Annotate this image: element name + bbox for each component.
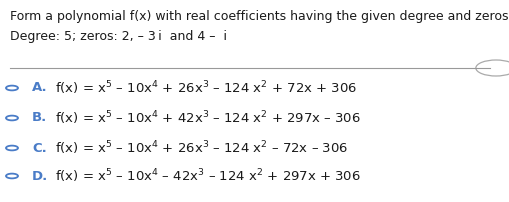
Text: D.: D. [32, 169, 48, 182]
Text: Degree: 5; zeros: 2, – 3 i  and 4 –  i: Degree: 5; zeros: 2, – 3 i and 4 – i [10, 30, 227, 43]
Text: Form a polynomial f(x) with real coefficients having the given degree and zeros.: Form a polynomial f(x) with real coeffic… [10, 10, 509, 23]
Text: f(x) = x$^5$ – 10x$^4$ – 42x$^3$ – 124 x$^2$ + 297x + 306: f(x) = x$^5$ – 10x$^4$ – 42x$^3$ – 124 x… [55, 167, 361, 185]
Text: f(x) = x$^5$ – 10x$^4$ + 26x$^3$ – 124 x$^2$ + 72x + 306: f(x) = x$^5$ – 10x$^4$ + 26x$^3$ – 124 x… [55, 79, 357, 97]
Text: f(x) = x$^5$ – 10x$^4$ + 26x$^3$ – 124 x$^2$ – 72x – 306: f(x) = x$^5$ – 10x$^4$ + 26x$^3$ – 124 x… [55, 139, 348, 157]
Text: C.: C. [32, 141, 47, 155]
Text: f(x) = x$^5$ – 10x$^4$ + 42x$^3$ – 124 x$^2$ + 297x – 306: f(x) = x$^5$ – 10x$^4$ + 42x$^3$ – 124 x… [55, 109, 361, 127]
Text: B.: B. [32, 112, 47, 124]
Text: A.: A. [32, 81, 48, 95]
